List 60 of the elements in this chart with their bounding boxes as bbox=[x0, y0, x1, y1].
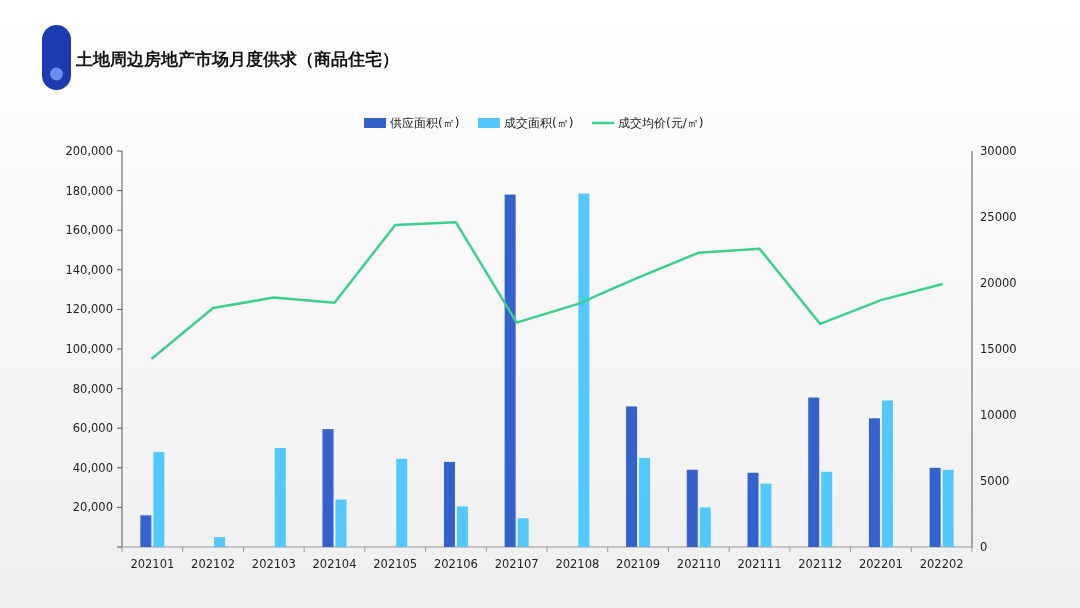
y-tick-label: 120,000 bbox=[65, 302, 113, 317]
bar bbox=[699, 507, 711, 547]
legend-label: 供应面积(㎡) bbox=[390, 116, 460, 130]
bar bbox=[140, 515, 152, 547]
y2-tick-label: 0 bbox=[980, 540, 988, 554]
y2-tick-label: 25000 bbox=[980, 210, 1017, 224]
bar bbox=[760, 483, 772, 547]
x-tick-label: 202102 bbox=[191, 557, 236, 571]
x-tick-label: 202101 bbox=[130, 557, 175, 571]
y2-tick-label: 20000 bbox=[980, 276, 1017, 290]
y-tick-label: 40,000 bbox=[72, 460, 113, 475]
y2-tick-label: 10000 bbox=[980, 408, 1017, 422]
x-tick-label: 202109 bbox=[616, 557, 661, 571]
x-tick-label: 202201 bbox=[858, 557, 903, 571]
y2-tick-label: 15000 bbox=[980, 342, 1017, 356]
chart-title: 土地周边房地产市场月度供求（商品住宅） bbox=[75, 49, 399, 69]
bar bbox=[942, 469, 954, 547]
y-tick-label: 20,000 bbox=[72, 500, 113, 515]
legend-label: 成交面积(㎡) bbox=[504, 116, 574, 130]
legend-label: 成交均价(元/㎡) bbox=[618, 116, 704, 130]
x-tick-label: 202112 bbox=[798, 557, 843, 571]
bar bbox=[443, 461, 455, 547]
y-tick-label: 100,000 bbox=[65, 342, 113, 356]
bar bbox=[929, 467, 941, 547]
bar bbox=[456, 506, 468, 547]
y-tick-label: 80,000 bbox=[72, 381, 113, 396]
bar bbox=[322, 429, 334, 547]
x-tick-label: 202103 bbox=[251, 557, 296, 571]
bar bbox=[747, 472, 759, 547]
y2-tick-label: 5000 bbox=[980, 474, 1010, 488]
bar bbox=[504, 194, 516, 547]
bar bbox=[868, 418, 880, 547]
y-tick-label: 140,000 bbox=[65, 262, 113, 277]
bar bbox=[335, 499, 347, 547]
bar bbox=[808, 397, 820, 547]
y-tick-label: 180,000 bbox=[65, 183, 113, 198]
bar bbox=[639, 457, 651, 547]
y-tick-label: 60,000 bbox=[72, 421, 113, 436]
bar bbox=[214, 537, 226, 547]
bar bbox=[821, 471, 833, 547]
x-tick-label: 202104 bbox=[312, 557, 357, 571]
x-tick-label: 202202 bbox=[919, 557, 964, 571]
bar bbox=[578, 193, 590, 547]
bar bbox=[626, 406, 638, 547]
x-tick-label: 202105 bbox=[373, 557, 418, 571]
bar bbox=[274, 448, 286, 547]
bar bbox=[686, 469, 698, 547]
x-tick-label: 202107 bbox=[494, 557, 539, 571]
bar bbox=[881, 400, 893, 547]
x-tick-label: 202106 bbox=[433, 557, 478, 571]
bar bbox=[517, 518, 529, 547]
line-series bbox=[151, 221, 943, 360]
bar bbox=[153, 451, 165, 547]
y-tick-label: 200,000 bbox=[65, 144, 113, 158]
y2-tick-label: 30000 bbox=[980, 144, 1017, 158]
bar bbox=[396, 458, 408, 547]
x-tick-label: 202108 bbox=[555, 557, 600, 571]
x-tick-label: 202111 bbox=[737, 557, 782, 571]
x-tick-label: 202110 bbox=[676, 557, 721, 571]
y-tick-label: 160,000 bbox=[65, 223, 113, 238]
